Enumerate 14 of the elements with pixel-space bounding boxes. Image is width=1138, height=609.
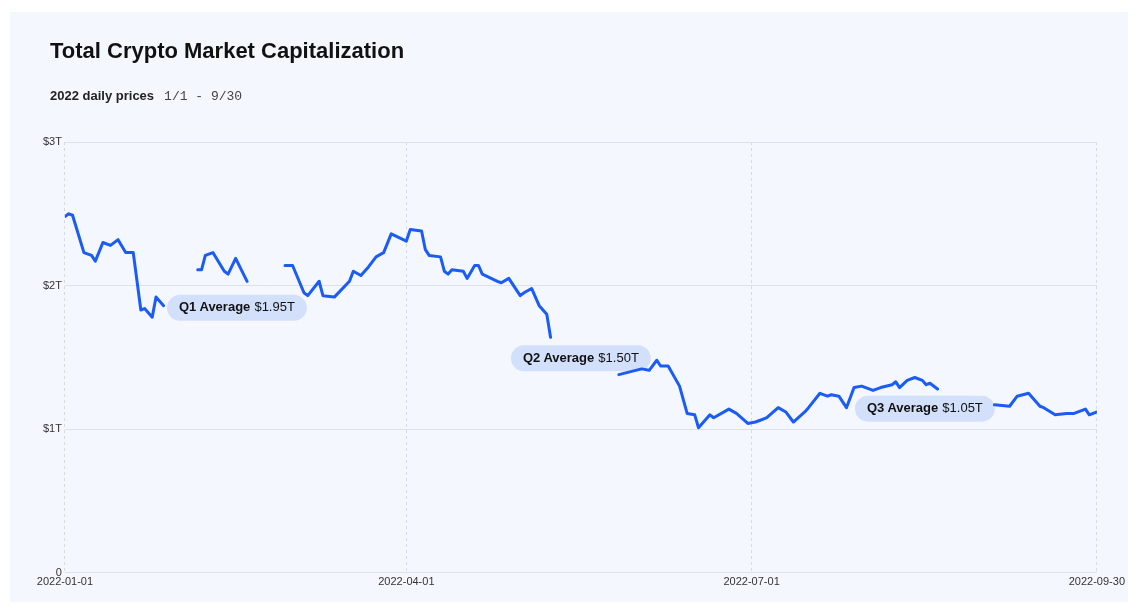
- annotation: Q2 Average $1.50T: [522, 349, 639, 365]
- x-tick-label: 2022-07-01: [723, 575, 780, 588]
- x-tick-label: 2022-04-01: [378, 575, 435, 588]
- chart-title: Total Crypto Market Capitalization: [50, 38, 405, 64]
- y-tick-label: $3T: [42, 135, 63, 148]
- x-tick-label: 2022-09-30: [1068, 575, 1126, 588]
- chart-subtitle: 2022 daily prices: [50, 88, 155, 103]
- y-tick-label: 0: [55, 565, 62, 578]
- y-tick-label: $2T: [42, 278, 63, 291]
- x-tick-label: 2022-01-01: [36, 575, 94, 588]
- text: 1/1 - 9/30: [164, 89, 243, 104]
- y-tick-label: $1T: [42, 422, 63, 435]
- annotation: Q1 Average $1.95T: [179, 299, 295, 315]
- annotation: Q3 Average $1.05T: [866, 400, 983, 416]
